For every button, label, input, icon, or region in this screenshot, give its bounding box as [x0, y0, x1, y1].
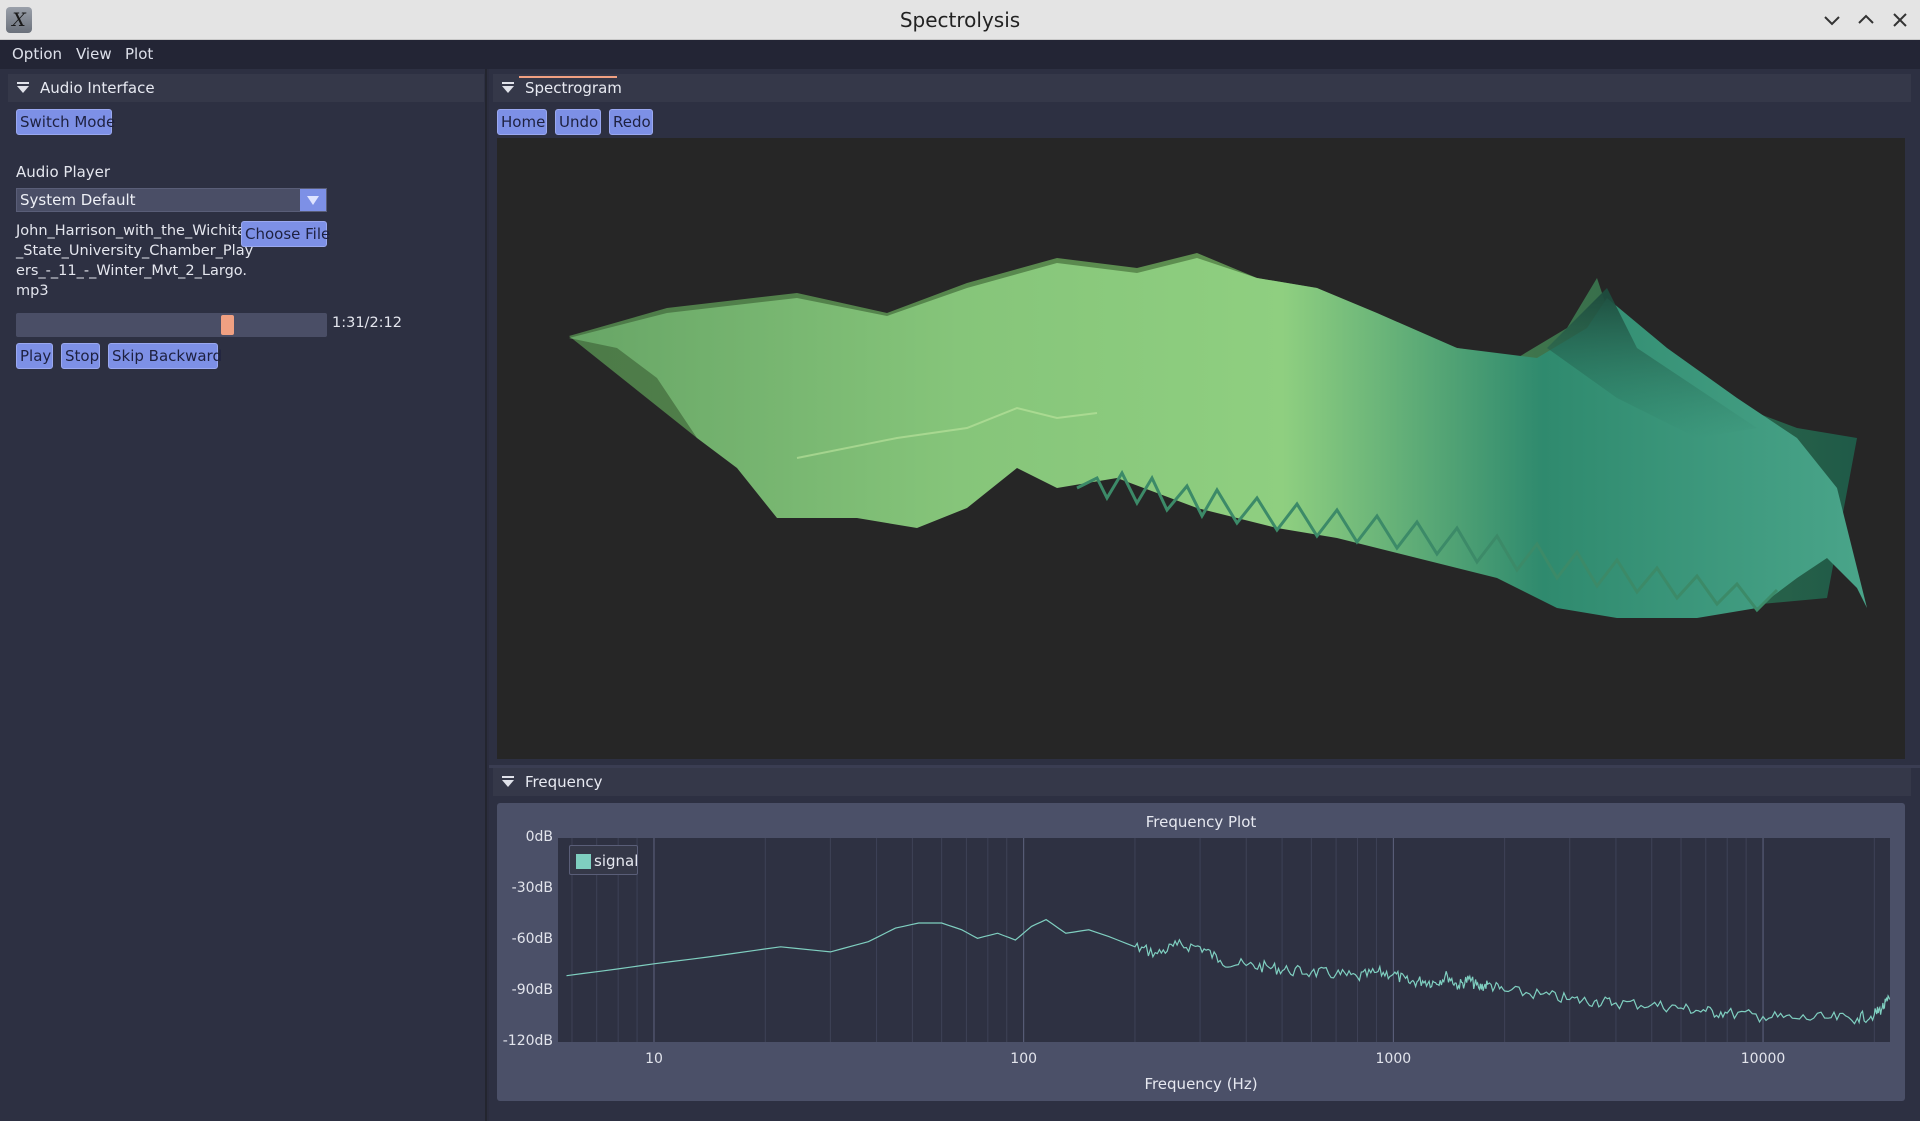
close-icon[interactable] — [1888, 8, 1912, 32]
panel-divider[interactable] — [489, 765, 1920, 768]
collapse-arrow-icon — [502, 776, 514, 787]
playback-slider[interactable] — [16, 313, 327, 337]
y-tick-label: -120dB — [502, 1033, 553, 1049]
menu-bar: Option View Plot — [0, 40, 1920, 69]
undo-button[interactable]: Undo — [555, 109, 601, 135]
frequency-chart — [558, 838, 1891, 1042]
legend-swatch — [576, 854, 591, 869]
choose-file-button[interactable]: Choose File — [241, 221, 330, 247]
plot-area — [558, 838, 1890, 1042]
minimize-icon[interactable] — [1820, 8, 1844, 32]
stop-button[interactable]: Stop — [61, 343, 100, 369]
audio-device-select[interactable]: System Default — [16, 188, 327, 212]
collapse-arrow-icon — [17, 82, 29, 93]
legend-label: signal — [594, 852, 639, 870]
spectrogram-surface — [569, 253, 1867, 618]
y-tick-label: 0dB — [525, 829, 553, 845]
file-name: John_Harrison_with_the_Wichita _State_Un… — [16, 223, 254, 299]
spectrogram-title: Spectrogram — [525, 79, 622, 97]
window-title: Spectrolysis — [899, 8, 1021, 32]
frequency-header[interactable]: Frequency — [493, 768, 1911, 796]
menu-view[interactable]: View — [76, 45, 112, 63]
x-tick-label: 100 — [1010, 1051, 1038, 1067]
y-tick-label: -30dB — [511, 880, 553, 896]
skip-backward-button[interactable]: Skip Backward — [108, 343, 222, 369]
slider-handle[interactable] — [221, 315, 235, 335]
audio-interface-title: Audio Interface — [40, 79, 155, 97]
maximize-icon[interactable] — [1854, 8, 1878, 32]
x-tick-label: 10000 — [1740, 1051, 1786, 1067]
y-tick-label: -60dB — [511, 931, 553, 947]
x-tick-label: 10 — [645, 1051, 663, 1067]
audio-device-value: System Default — [20, 191, 136, 209]
y-tick-label: -90dB — [511, 982, 553, 998]
app-logo-icon: X — [6, 7, 32, 33]
switch-mode-button[interactable]: Switch Mode — [16, 109, 115, 135]
home-button[interactable]: Home — [497, 109, 547, 135]
time-display: 1:31/2:12 — [332, 315, 403, 331]
x-axis-label: Frequency (Hz) — [1144, 1075, 1258, 1093]
menu-option[interactable]: Option — [12, 45, 63, 63]
audio-player-label: Audio Player — [16, 163, 111, 181]
spectrogram-3d-view[interactable] — [497, 138, 1905, 759]
frequency-plot[interactable]: Frequency Plot 0dB -30dB -60dB -90dB -120dB … — [497, 803, 1905, 1101]
play-button[interactable]: Play — [16, 343, 53, 369]
collapse-arrow-icon — [502, 82, 514, 93]
chart-title: Frequency Plot — [1145, 813, 1257, 831]
dropdown-arrow-icon[interactable] — [300, 189, 326, 211]
menu-plot[interactable]: Plot — [125, 45, 154, 63]
redo-button[interactable]: Redo — [609, 109, 653, 135]
signal-line — [566, 918, 1891, 1025]
frequency-title: Frequency — [525, 773, 603, 791]
chart-legend: signal — [569, 845, 638, 875]
spectrogram-header[interactable]: Spectrogram — [493, 74, 1911, 102]
audio-interface-header[interactable]: Audio Interface — [8, 74, 484, 102]
x-tick-label: 1000 — [1375, 1051, 1412, 1067]
spectrogram-tab-indicator — [519, 76, 617, 78]
title-bar: X Spectrolysis — [0, 0, 1920, 40]
